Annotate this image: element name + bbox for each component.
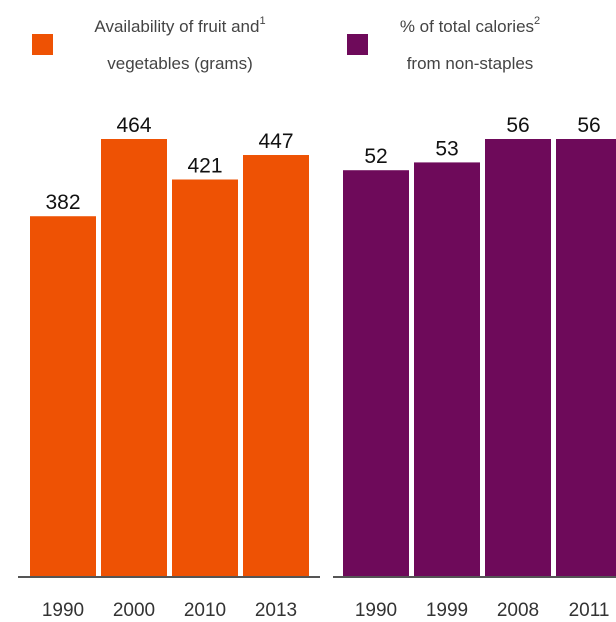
bar-series-calories-non-staples: 52 1990 53 1999 56 2008 56 2011 <box>343 114 616 621</box>
data-label: 53 <box>435 137 458 160</box>
legend-swatch-calories-non-staples <box>347 34 368 55</box>
x-tick-label: 2013 <box>255 600 297 621</box>
legend-label-line1: Availability of fruit and1 <box>94 15 265 36</box>
data-label: 421 <box>187 154 222 177</box>
bar-2010 <box>172 179 238 576</box>
legend-label-line1: % of total calories2 <box>400 15 540 36</box>
legend-label-line2: from non-staples <box>407 54 534 73</box>
data-label: 464 <box>116 114 151 137</box>
bar-1990 <box>343 170 409 576</box>
x-tick-label: 2000 <box>113 600 155 621</box>
legend-label-line2: vegetables (grams) <box>107 54 253 73</box>
data-label: 447 <box>258 130 293 153</box>
data-label: 56 <box>577 114 600 137</box>
x-tick-label: 1990 <box>42 600 84 621</box>
data-label: 382 <box>45 191 80 214</box>
panel-calories-non-staples: % of total calories2 from non-staples 52… <box>333 15 616 621</box>
x-tick-label: 2008 <box>497 600 539 621</box>
bar-1999 <box>414 162 480 577</box>
data-label: 56 <box>506 114 529 137</box>
bar-2000 <box>101 139 167 576</box>
bar-2008 <box>485 139 551 576</box>
data-label: 52 <box>364 145 387 168</box>
legend-swatch-fruit-vegetables <box>32 34 53 55</box>
panel-fruit-vegetables: Availability of fruit and1 vegetables (g… <box>18 15 320 621</box>
bar-series-fruit-vegetables: 382 1990 464 2000 421 2010 447 2013 <box>30 114 309 621</box>
bar-1990 <box>30 216 96 576</box>
x-tick-label: 2011 <box>569 600 610 621</box>
x-tick-label: 1999 <box>426 600 468 621</box>
bar-2013 <box>243 155 309 576</box>
bar-2011 <box>556 139 616 576</box>
x-tick-label: 1990 <box>355 600 397 621</box>
x-tick-label: 2010 <box>184 600 226 621</box>
